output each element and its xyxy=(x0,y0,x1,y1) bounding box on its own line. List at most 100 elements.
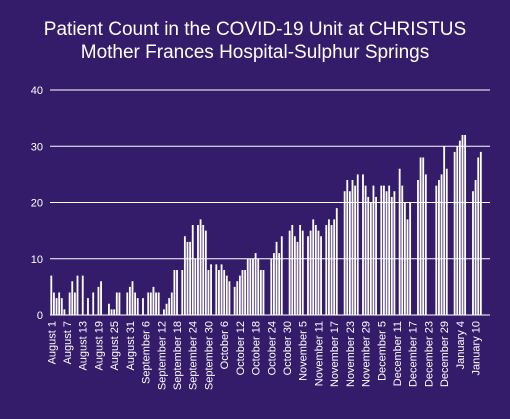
chart-title: Patient Count in the COVID-19 Unit at CH… xyxy=(0,18,510,64)
bar xyxy=(58,292,61,315)
bar xyxy=(110,309,113,316)
bar xyxy=(348,191,351,315)
bar xyxy=(197,225,199,315)
bar xyxy=(218,270,220,315)
bar xyxy=(479,151,482,316)
bar xyxy=(68,292,71,315)
x-tick-label: August 19 xyxy=(93,321,105,371)
bar xyxy=(220,264,223,316)
bar xyxy=(189,241,192,316)
y-tick-label: 0 xyxy=(37,310,43,322)
bar xyxy=(291,225,294,315)
y-tick-label: 20 xyxy=(31,198,43,210)
bar xyxy=(288,230,291,316)
bar xyxy=(207,270,210,315)
bar xyxy=(53,292,55,315)
bar xyxy=(398,168,401,315)
bar xyxy=(309,230,312,316)
bar xyxy=(126,292,129,315)
x-tick-label: September 18 xyxy=(172,321,184,390)
bar xyxy=(383,185,385,316)
bar xyxy=(299,225,302,315)
bar xyxy=(183,236,186,315)
x-tick-label: November 23 xyxy=(345,321,357,387)
bar xyxy=(170,292,173,315)
bar xyxy=(63,309,66,316)
bar xyxy=(270,258,273,315)
chart-title-line-1: Patient Count in the COVID-19 Unit at CH… xyxy=(43,19,467,40)
bar xyxy=(210,264,212,316)
bar xyxy=(228,281,231,315)
x-tick-label: August 31 xyxy=(125,321,137,371)
bar xyxy=(472,191,474,315)
y-tick-label: 30 xyxy=(31,141,43,153)
x-tick-label: October 6 xyxy=(219,321,231,369)
bar xyxy=(403,202,406,315)
bar xyxy=(115,292,118,315)
bar xyxy=(325,225,328,315)
x-tick-label: September 24 xyxy=(188,321,200,390)
bar xyxy=(440,174,443,316)
bar xyxy=(244,270,247,315)
x-tick-label: August 13 xyxy=(78,321,90,371)
x-tick-label: August 25 xyxy=(109,321,121,371)
bar xyxy=(254,253,257,316)
bar xyxy=(202,225,205,315)
bar xyxy=(372,185,375,316)
bar xyxy=(118,292,121,315)
bar xyxy=(131,281,134,315)
bar xyxy=(249,258,252,315)
bar xyxy=(477,157,480,315)
bar xyxy=(417,180,419,315)
bar xyxy=(55,298,58,316)
bar xyxy=(474,180,477,315)
bar xyxy=(388,185,391,316)
bar xyxy=(464,135,467,315)
bar xyxy=(73,292,76,315)
bar xyxy=(113,309,116,316)
bar xyxy=(385,191,388,315)
bar xyxy=(262,270,265,315)
x-tick-label: November 29 xyxy=(361,321,373,387)
bar xyxy=(275,241,278,316)
chart-title-line-2: Mother Frances Hospital-Sulphur Springs xyxy=(80,42,430,63)
bar xyxy=(393,191,396,315)
x-tick-label: August 1 xyxy=(46,321,58,364)
bar xyxy=(343,191,346,315)
bar xyxy=(445,168,448,315)
bar xyxy=(333,219,336,316)
bar xyxy=(330,225,333,315)
bar xyxy=(186,241,189,316)
bar xyxy=(380,185,383,316)
bar xyxy=(76,275,79,316)
bar xyxy=(424,174,427,316)
bar xyxy=(152,286,155,316)
y-tick-label: 40 xyxy=(31,85,43,97)
x-tick-label: January 10 xyxy=(471,321,483,375)
bar xyxy=(375,196,377,316)
bar xyxy=(273,253,275,316)
bar xyxy=(155,292,157,315)
bar xyxy=(163,309,165,316)
x-tick-label: November 17 xyxy=(329,321,341,387)
x-tick-label: September 30 xyxy=(203,321,215,390)
bar xyxy=(71,281,74,315)
bar xyxy=(312,219,315,316)
bar xyxy=(50,275,53,316)
bar xyxy=(456,146,459,315)
bar xyxy=(406,219,409,316)
x-tick-label: December 5 xyxy=(376,321,388,381)
x-tick-label: December 29 xyxy=(439,321,451,387)
bar xyxy=(364,185,367,316)
y-tick-label: 10 xyxy=(31,254,43,266)
bar xyxy=(100,281,102,315)
bar xyxy=(362,174,364,316)
bar xyxy=(307,236,309,315)
bar xyxy=(173,270,176,315)
bar xyxy=(165,303,168,315)
bar xyxy=(238,275,241,316)
x-tick-label: January 4 xyxy=(455,321,467,369)
bar xyxy=(409,202,412,315)
bar xyxy=(142,298,144,316)
